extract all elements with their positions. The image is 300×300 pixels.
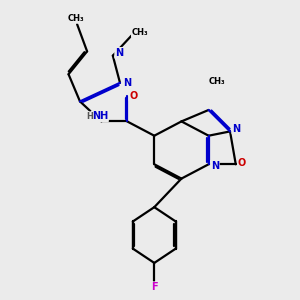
Text: F: F	[151, 282, 158, 292]
Text: N: N	[115, 48, 123, 58]
Text: O: O	[129, 91, 137, 101]
Text: H: H	[86, 112, 93, 121]
Text: CH₃: CH₃	[68, 14, 84, 23]
Text: N: N	[232, 124, 240, 134]
Text: CH₃: CH₃	[209, 77, 226, 86]
Text: N: N	[211, 161, 219, 171]
Text: O: O	[238, 158, 246, 168]
Text: CH₃: CH₃	[132, 28, 148, 37]
Text: N: N	[123, 78, 131, 88]
Text: NH: NH	[92, 111, 108, 121]
